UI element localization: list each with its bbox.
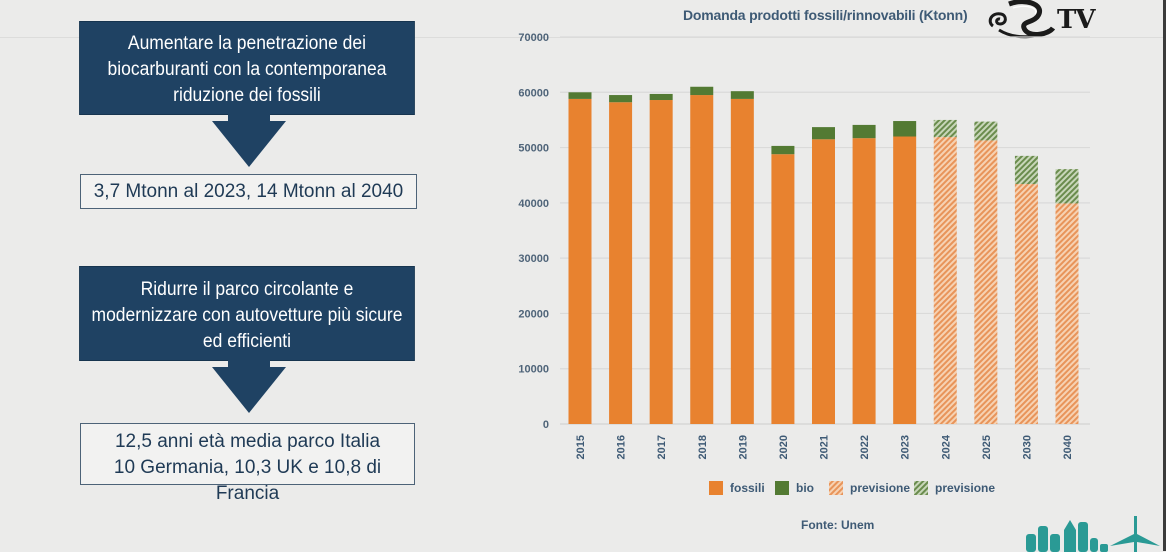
fleet-goal-line: modernizzare con autovetture più sicure <box>91 305 403 326</box>
y-tick-label: 0 <box>543 419 549 431</box>
bar-fossili-2024 <box>933 137 957 424</box>
biofuel-target-text: 3,7 Mtonn al 2023, 14 Mtonn al 2040 <box>93 181 404 202</box>
x-tick-label: 2016 <box>616 435 628 459</box>
x-tick-label: 2024 <box>940 434 952 459</box>
bar-bio-2040 <box>1055 169 1079 204</box>
biofuel-target-box: 3,7 Mtonn al 2023, 14 Mtonn al 2040 <box>80 174 417 209</box>
chart-legend: fossili bio previsione previsione <box>709 481 995 495</box>
bar-fossili-2015 <box>568 98 592 425</box>
bar-fossili-2016 <box>609 102 633 424</box>
bar-bio-2020 <box>771 145 795 155</box>
chart-title: Domanda prodotti fossili/rinnovabili (Kt… <box>683 7 968 23</box>
x-tick-label: 2022 <box>859 435 871 459</box>
y-tick-label: 60000 <box>518 87 549 99</box>
bar-bio-2018 <box>690 86 714 96</box>
y-tick-label: 70000 <box>518 32 549 44</box>
fleet-age-line: 12,5 anni età media parco Italia <box>114 431 381 452</box>
fleet-age-box: 12,5 anni età media parco Italia 10 Germ… <box>80 423 415 504</box>
x-tick-label: 2018 <box>697 435 709 459</box>
legend-label: previsione <box>850 481 910 495</box>
bar-bio-2025 <box>974 121 998 141</box>
x-tick-label: 2020 <box>778 435 790 459</box>
x-axis-ticks: 2015 2016 2017 2018 2019 2020 2021 2022 2023 2024… <box>575 434 1074 459</box>
bar-fossili-2025 <box>974 140 998 425</box>
legend-label: fossili <box>730 481 765 495</box>
x-tick-label: 2015 <box>575 435 587 459</box>
y-tick-label: 40000 <box>518 198 549 210</box>
x-tick-label: 2017 <box>656 435 668 459</box>
y-tick-label: 30000 <box>518 253 549 265</box>
biofuel-goal-line: biocarburanti con la contemporanea <box>107 59 387 80</box>
logo-text: TV <box>1057 5 1096 35</box>
legend-swatch-bio-forecast <box>914 481 928 495</box>
y-tick-label: 20000 <box>518 308 549 320</box>
x-tick-label: 2025 <box>981 435 993 459</box>
chart-source: Fonte: Unem <box>801 518 875 532</box>
chart-bars <box>568 86 1079 425</box>
x-tick-label: 2021 <box>819 435 831 459</box>
legend-label: bio <box>796 481 814 495</box>
bar-bio-2016 <box>609 95 633 103</box>
legend-swatch-bio <box>775 481 789 495</box>
bar-bio-2021 <box>812 127 835 140</box>
legend-swatch-fossili-forecast <box>829 481 843 495</box>
city-skyline-icon <box>1026 516 1160 552</box>
y-tick-label: 10000 <box>518 364 549 376</box>
x-tick-label: 2019 <box>737 435 749 459</box>
bar-bio-2030 <box>1014 155 1038 185</box>
biofuel-goal-box: Aumentare la penetrazione dei biocarbura… <box>80 22 414 114</box>
fleet-goal-line: ed efficienti <box>202 331 292 352</box>
fleet-goal-box: Ridurre il parco circolante e modernizza… <box>80 267 414 360</box>
legend-label: previsione <box>935 481 995 495</box>
legend-swatch-fossili <box>709 481 723 495</box>
bar-fossili-2022 <box>852 138 876 424</box>
bar-fossili-2021 <box>812 139 835 424</box>
x-tick-label: 2030 <box>1021 435 1033 459</box>
bar-fossili-2018 <box>690 95 714 425</box>
bar-bio-2024 <box>933 119 957 138</box>
y-axis-ticks: 0 10000 20000 30000 40000 50000 60000 70000 <box>518 32 549 431</box>
bar-bio-2015 <box>568 92 592 99</box>
x-tick-label: 2040 <box>1062 435 1074 459</box>
bar-fossili-2017 <box>649 100 673 425</box>
fleet-age-line: 10 Germania, 10,3 UK e 10,8 di Francia <box>113 457 382 504</box>
y-tick-label: 50000 <box>518 143 549 155</box>
bar-fossili-2030 <box>1014 184 1038 424</box>
bar-bio-2017 <box>649 93 673 101</box>
arrow-down-icon <box>212 121 286 167</box>
bar-fossili-2023 <box>893 136 917 424</box>
bar-bio-2022 <box>852 124 876 139</box>
bar-bio-2019 <box>730 91 754 99</box>
bar-fossili-2020 <box>771 154 795 424</box>
biofuel-goal-line: Aumentare la penetrazione dei <box>127 33 367 54</box>
bar-fossili-2019 <box>730 98 754 425</box>
window-edge <box>1163 0 1166 551</box>
bar-bio-2023 <box>893 121 917 137</box>
fleet-goal-line: Ridurre il parco circolante e <box>140 279 354 300</box>
x-tick-label: 2023 <box>900 435 912 459</box>
arrow-down-icon <box>212 367 286 413</box>
bar-fossili-2040 <box>1055 203 1079 424</box>
biofuel-goal-line: riduzione dei fossili <box>173 85 321 106</box>
